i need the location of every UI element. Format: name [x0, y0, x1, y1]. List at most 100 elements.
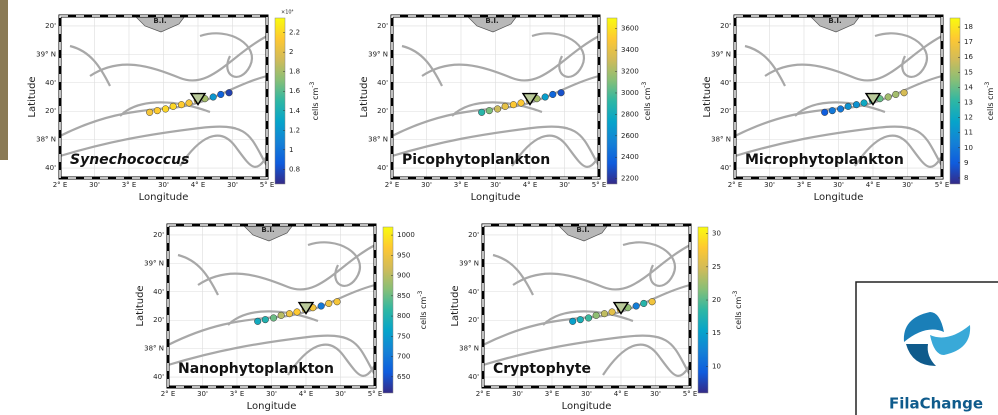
x-tick-label: 4° E — [523, 181, 538, 189]
colorbar — [697, 226, 709, 394]
station-point — [828, 107, 836, 115]
y-tick-label: 40' — [45, 164, 56, 172]
y-tick-label: 39° N — [368, 50, 388, 58]
x-tick-label: 30' — [559, 181, 570, 189]
colorbar — [382, 226, 394, 394]
station-point — [608, 308, 616, 316]
contour — [59, 74, 268, 137]
panel-title: Synechococcus — [70, 152, 189, 168]
colorbar-tick-label: 1000 — [397, 231, 415, 239]
left-photo-edge — [0, 0, 8, 160]
colorbar-tick-label: 10 — [964, 144, 973, 152]
contour — [482, 334, 691, 376]
y-tick-label: 40' — [720, 79, 731, 87]
colorbar-label-sup: -3 — [417, 290, 424, 296]
colorbar-tick-label: 0.8 — [289, 165, 300, 173]
y-tick-label: 38° N — [36, 136, 56, 144]
station-point — [285, 310, 293, 318]
colorbar — [606, 17, 618, 185]
colorbar-tick-label: 11 — [964, 129, 973, 137]
y-axis-label: Latitude — [359, 76, 370, 117]
island-label: B.I. — [576, 226, 589, 234]
y-tick-label: 40' — [45, 79, 56, 87]
x-tick-label: 4° E — [299, 390, 314, 398]
station-point — [146, 108, 154, 116]
station-point — [217, 90, 225, 98]
y-axis-label: Latitude — [702, 76, 713, 117]
x-axis-label: Longitude — [247, 401, 297, 412]
colorbar-label-text: cells cm — [419, 296, 428, 329]
contour — [482, 283, 691, 346]
station-point — [225, 89, 233, 97]
x-tick-label: 30' — [490, 181, 501, 189]
ship-marker — [189, 92, 207, 106]
contour — [167, 283, 376, 346]
x-tick-label: 5° E — [683, 390, 698, 398]
station-point — [900, 89, 908, 97]
x-tick-label: 2° E — [476, 390, 491, 398]
station-point — [209, 93, 217, 101]
x-axis-label: Longitude — [139, 192, 189, 203]
contour — [854, 134, 943, 168]
x-tick-label: 5° E — [592, 181, 607, 189]
station-point — [478, 108, 486, 116]
station-point — [640, 299, 648, 307]
colorbar-tick-label: 2.2 — [289, 29, 300, 37]
y-tick-label: 38° N — [711, 136, 731, 144]
station-point — [892, 90, 900, 98]
colorbar-tick-label: 1.4 — [289, 107, 301, 115]
colorbar-tick-label: 20 — [712, 296, 721, 304]
x-tick-label: 2° E — [385, 181, 400, 189]
colorbar-tick-label: 3400 — [621, 46, 639, 54]
colorbar-label-text: cells cm — [734, 296, 743, 329]
station-point — [821, 108, 829, 116]
contour — [197, 244, 376, 291]
colorbar-tick-label: 2800 — [621, 110, 639, 118]
x-tick-label: 3° E — [797, 181, 812, 189]
x-axis-label: Longitude — [562, 401, 612, 412]
station-point — [177, 101, 185, 109]
y-axis-label: Latitude — [450, 285, 461, 326]
x-tick-label: 2° E — [53, 181, 68, 189]
station-point — [884, 93, 892, 101]
contour — [179, 134, 268, 168]
colorbar-label-text: cells cm — [986, 87, 995, 120]
x-tick-label: 30' — [89, 181, 100, 189]
contour — [874, 32, 928, 78]
colorbar-tick-label: 2600 — [621, 132, 639, 140]
y-tick-label: 20' — [377, 22, 388, 30]
contour — [512, 244, 691, 291]
colorbar-tick-label: 13 — [964, 99, 973, 107]
contour — [602, 343, 691, 377]
station-point — [293, 308, 301, 316]
x-axis-label: Longitude — [471, 192, 521, 203]
x-tick-label: 30' — [227, 181, 238, 189]
contour — [391, 74, 600, 137]
colorbar-tick-label: 30 — [712, 230, 721, 238]
colorbar-label-sup: -3 — [641, 81, 648, 87]
map-frame-dash — [482, 224, 691, 388]
y-tick-label: 40' — [468, 288, 479, 296]
contour — [451, 101, 543, 117]
contour — [307, 241, 361, 287]
x-tick-label: 4° E — [614, 390, 629, 398]
panel: 2° E 30' 3° E 30' 4° E 30' 5° E 20' 39° N 40' 20' 3… — [135, 223, 428, 412]
logo-mark — [930, 325, 971, 355]
contour — [542, 310, 634, 326]
x-tick-label: 30' — [266, 390, 277, 398]
map-frame-dash — [391, 15, 600, 179]
colorbar-tick-label: 650 — [397, 373, 410, 381]
contour — [421, 35, 600, 82]
panel-title: Picophytoplankton — [402, 152, 550, 168]
station-point — [517, 99, 525, 107]
colorbar-tick-label: 1.8 — [289, 68, 300, 76]
station-point — [837, 105, 845, 113]
station-point — [585, 314, 593, 322]
colorbar — [949, 17, 961, 185]
colorbar-tick-label: 2 — [289, 48, 293, 56]
contour — [227, 310, 319, 326]
contour — [622, 241, 676, 287]
x-tick-label: 2° E — [728, 181, 743, 189]
contour — [69, 44, 111, 87]
contour — [764, 35, 943, 82]
